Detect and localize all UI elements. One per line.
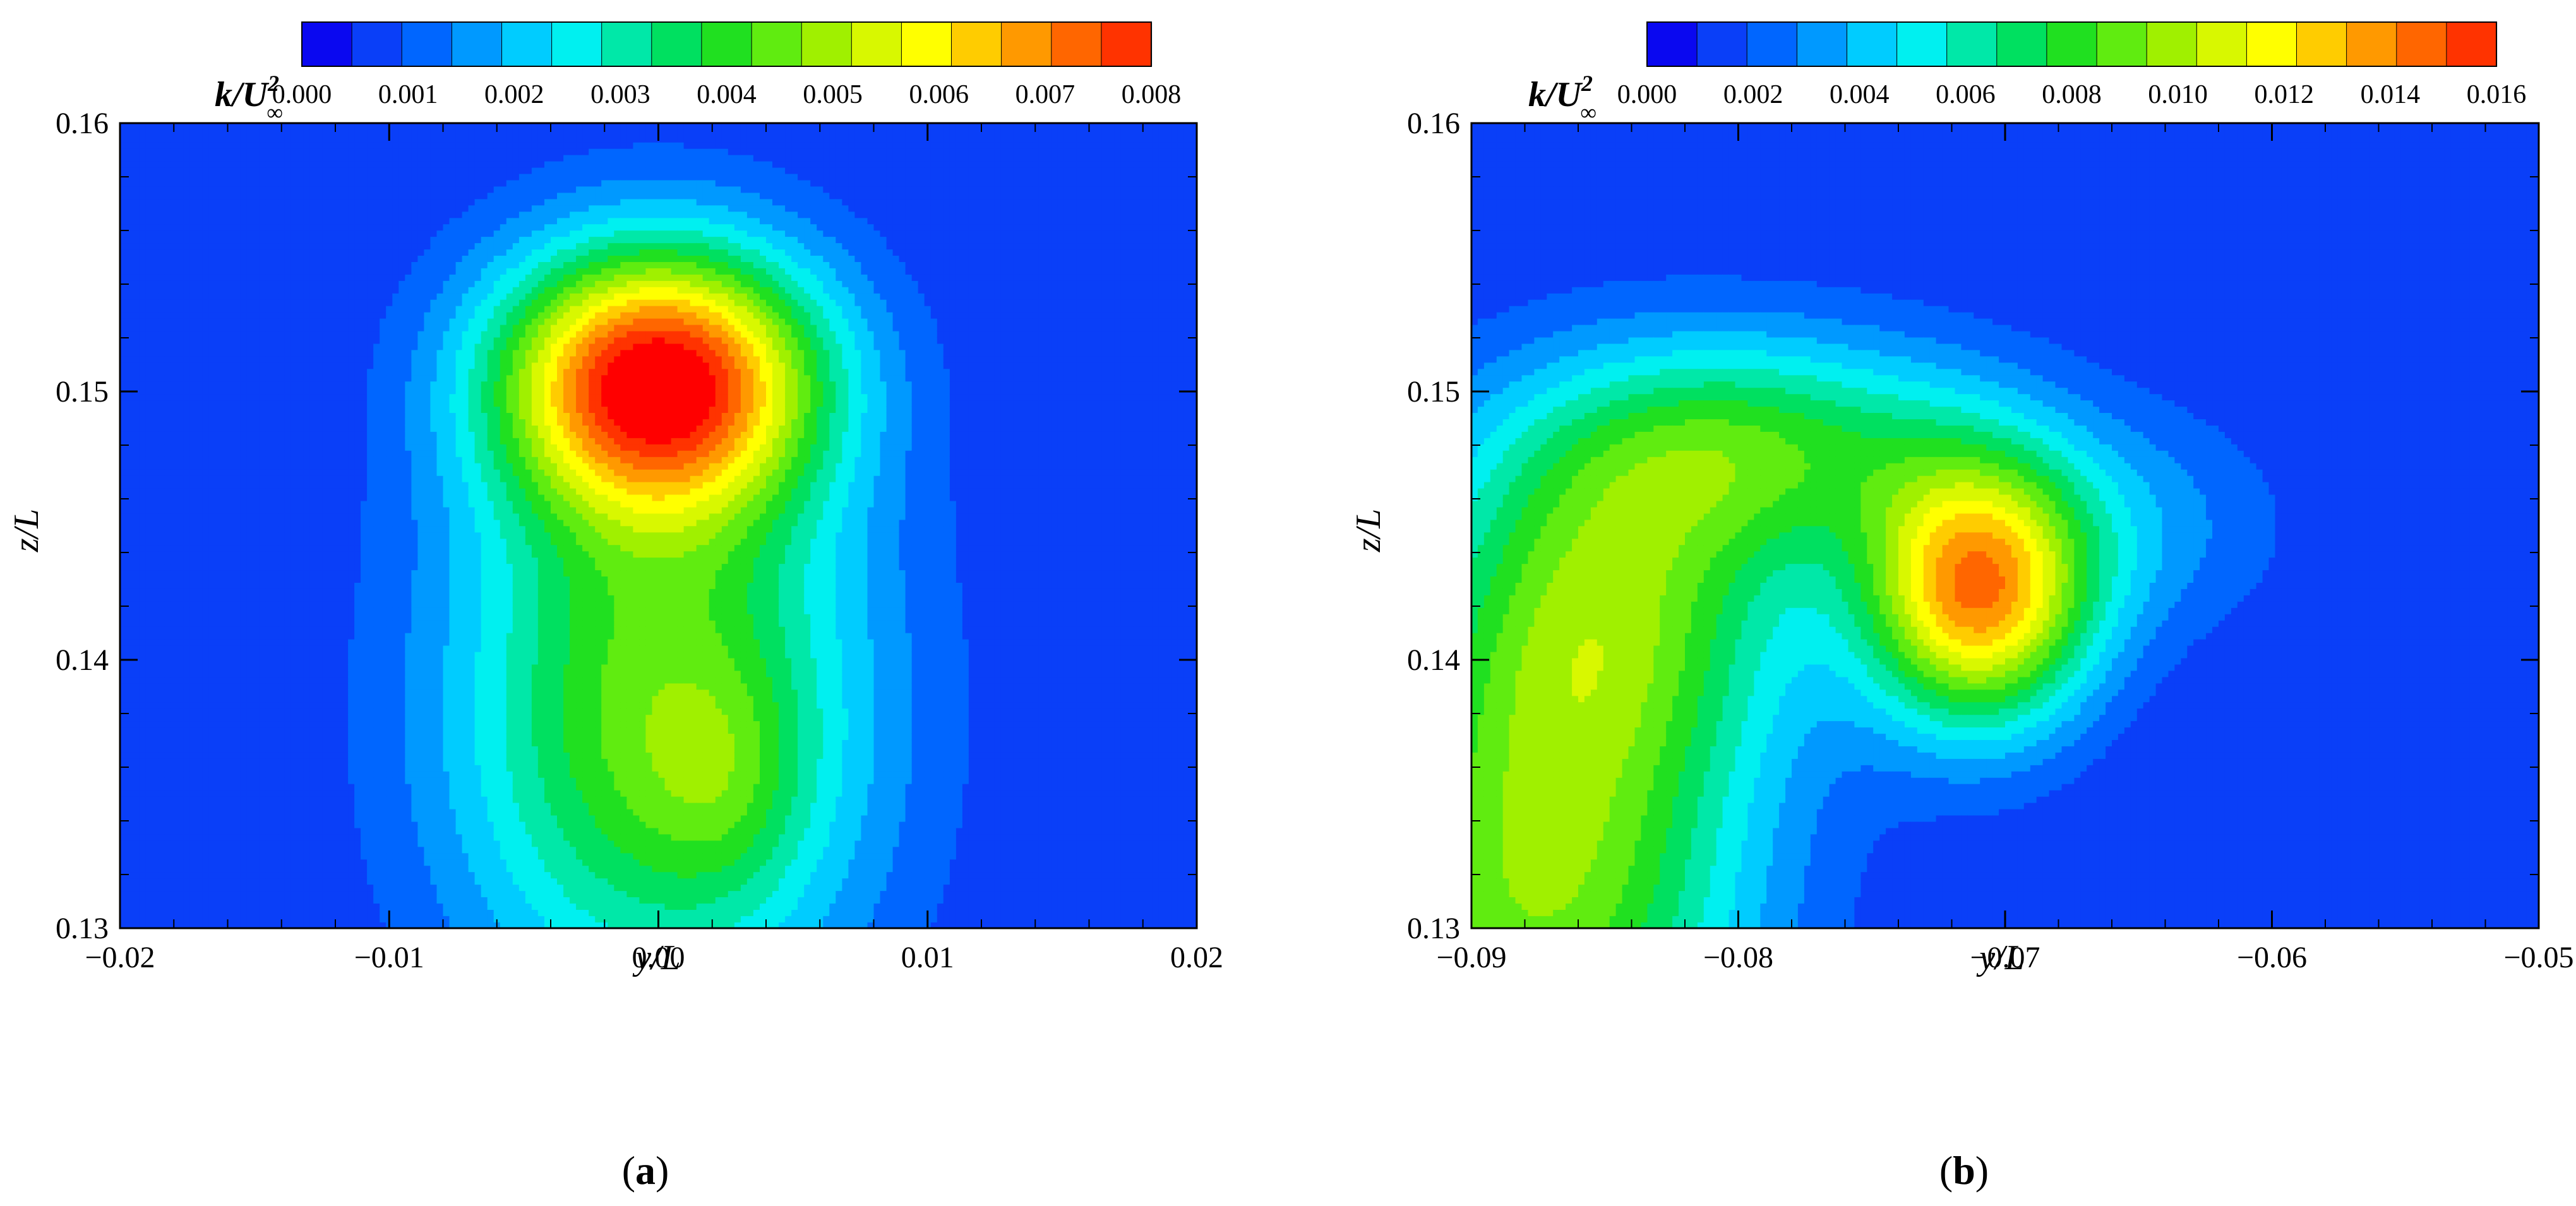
axes-a: −0.02 −0.01 0.00 0.01 0.02 0.13 0.14 0.15 0.16 xyxy=(56,107,1223,974)
colorbar-swatch xyxy=(1001,21,1052,67)
colorbar-tick-label: 0.000 xyxy=(272,80,332,109)
colorbar-tick-label: 0.004 xyxy=(1830,80,1890,109)
colorbar-swatch xyxy=(1051,21,1103,67)
colorbar-swatch xyxy=(1996,21,2048,67)
colorbar-swatch xyxy=(2446,21,2498,67)
contour-field xyxy=(1471,123,2539,928)
x-tick-label: −0.02 xyxy=(85,941,155,974)
colorbar-swatch xyxy=(301,21,353,67)
colorbar-swatch xyxy=(401,21,453,67)
y-tick-label: 0.16 xyxy=(56,107,109,140)
colorbar-swatch xyxy=(2196,21,2248,67)
colorbar-swatch xyxy=(851,21,902,67)
colorbar-title-b: k/U2 ∞ xyxy=(1528,71,1597,125)
colorbar-tick-label: 0.005 xyxy=(803,80,863,109)
contour-field xyxy=(120,123,1197,928)
x-tick-label: 0.02 xyxy=(1170,941,1223,974)
colorbar-swatch xyxy=(1101,21,1153,67)
colorbar-frame xyxy=(301,21,1152,67)
y-tick-label: 0.15 xyxy=(56,375,109,409)
y-tick-label: 0.14 xyxy=(56,643,109,677)
colorbar-title-a: k/U2 ∞ xyxy=(215,71,283,125)
y-axis-label-b: z/L xyxy=(1349,509,1388,553)
colorbar-swatch xyxy=(951,21,1002,67)
colorbar-a: 0.000 0.001 0.002 0.003 0.004 0.005 0.006 0.007… xyxy=(272,21,1182,109)
colorbar-tick-label: 0.006 xyxy=(1936,80,1996,109)
colorbar-swatch xyxy=(501,21,553,67)
colorbar-tick-label: 0.002 xyxy=(484,80,544,109)
contour-plot-a xyxy=(120,123,1197,928)
colorbar-tick-label: 0.008 xyxy=(2042,80,2102,109)
colorbar-tick-label: 0.008 xyxy=(1122,80,1182,109)
colorbar-tick-label: 0.004 xyxy=(697,80,757,109)
colorbar-tick-label: 0.002 xyxy=(1723,80,1783,109)
colorbar-swatch xyxy=(601,21,652,67)
x-tick-label: −0.07 xyxy=(1970,941,2040,974)
colorbar-swatch xyxy=(801,21,853,67)
colorbar-tick-label: 0.006 xyxy=(909,80,969,109)
caption-a: (a) xyxy=(622,1148,669,1193)
y-tick-label: 0.14 xyxy=(1407,643,1460,677)
colorbar-swatch xyxy=(451,21,503,67)
colorbar-b: 0.000 0.002 0.004 0.006 0.008 0.010 0.012 0.014… xyxy=(1617,21,2527,109)
colorbar-frame xyxy=(1646,21,2497,67)
colorbar-swatch xyxy=(1646,21,1698,67)
axes-b: −0.09 −0.08 −0.07 −0.06 −0.05 0.13 0.14 0.15 0.1… xyxy=(1407,107,2574,974)
x-tick-label: 0.01 xyxy=(901,941,954,974)
colorbar-swatch xyxy=(1896,21,1948,67)
colorbar-tick-label: 0.003 xyxy=(590,80,650,109)
colorbar-swatch xyxy=(2296,21,2347,67)
x-tick-label: −0.06 xyxy=(2237,941,2307,974)
y-tick-label: 0.15 xyxy=(1407,375,1460,409)
colorbar-swatch xyxy=(2396,21,2448,67)
colorbar-swatch xyxy=(1746,21,1798,67)
x-tick-label: 0.00 xyxy=(632,941,685,974)
contour-plot-b xyxy=(1471,123,2539,928)
panel-a: 0.000 0.001 0.002 0.003 0.004 0.005 0.006 0.007… xyxy=(7,21,1223,1193)
x-axis-label-a: y/L xyxy=(632,938,681,977)
colorbar-swatch xyxy=(2096,21,2148,67)
colorbar-swatch xyxy=(651,21,703,67)
x-axis-label-b: y/L xyxy=(1976,938,2025,977)
colorbar-tick-label: 0.014 xyxy=(2361,80,2421,109)
colorbar-swatch xyxy=(2246,21,2297,67)
colorbar-swatch xyxy=(901,21,952,67)
y-tick-label: 0.13 xyxy=(56,912,109,945)
colorbar-tick-label: 0.000 xyxy=(1617,80,1677,109)
colorbar-swatch xyxy=(751,21,803,67)
x-tick-label: −0.01 xyxy=(354,941,424,974)
caption-b: (b) xyxy=(1939,1148,1989,1193)
colorbar-swatch xyxy=(351,21,403,67)
colorbar-swatch xyxy=(2046,21,2098,67)
colorbar-swatch xyxy=(1946,21,1998,67)
colorbar-swatch xyxy=(701,21,753,67)
colorbar-tick-label: 0.001 xyxy=(378,80,438,109)
colorbar-tick-label: 0.010 xyxy=(2148,80,2208,109)
colorbar-swatch xyxy=(2146,21,2198,67)
y-tick-label: 0.16 xyxy=(1407,107,1460,140)
y-axis-label-a: z/L xyxy=(7,509,46,553)
x-tick-label: −0.09 xyxy=(1436,941,1506,974)
colorbar-swatch xyxy=(551,21,602,67)
x-tick-label: −0.05 xyxy=(2503,941,2573,974)
colorbar-tick-label: 0.016 xyxy=(2467,80,2527,109)
colorbar-swatch xyxy=(1796,21,1848,67)
colorbar-swatch xyxy=(1696,21,1748,67)
colorbar-tick-label: 0.007 xyxy=(1015,80,1075,109)
panel-b: 0.000 0.002 0.004 0.006 0.008 0.010 0.012 0.014… xyxy=(1349,21,2574,1193)
colorbar-swatch xyxy=(1847,21,1898,67)
x-tick-label: −0.08 xyxy=(1703,941,1773,974)
colorbar-tick-label: 0.012 xyxy=(2255,80,2315,109)
colorbar-swatch xyxy=(2346,21,2397,67)
y-tick-label: 0.13 xyxy=(1407,912,1460,945)
